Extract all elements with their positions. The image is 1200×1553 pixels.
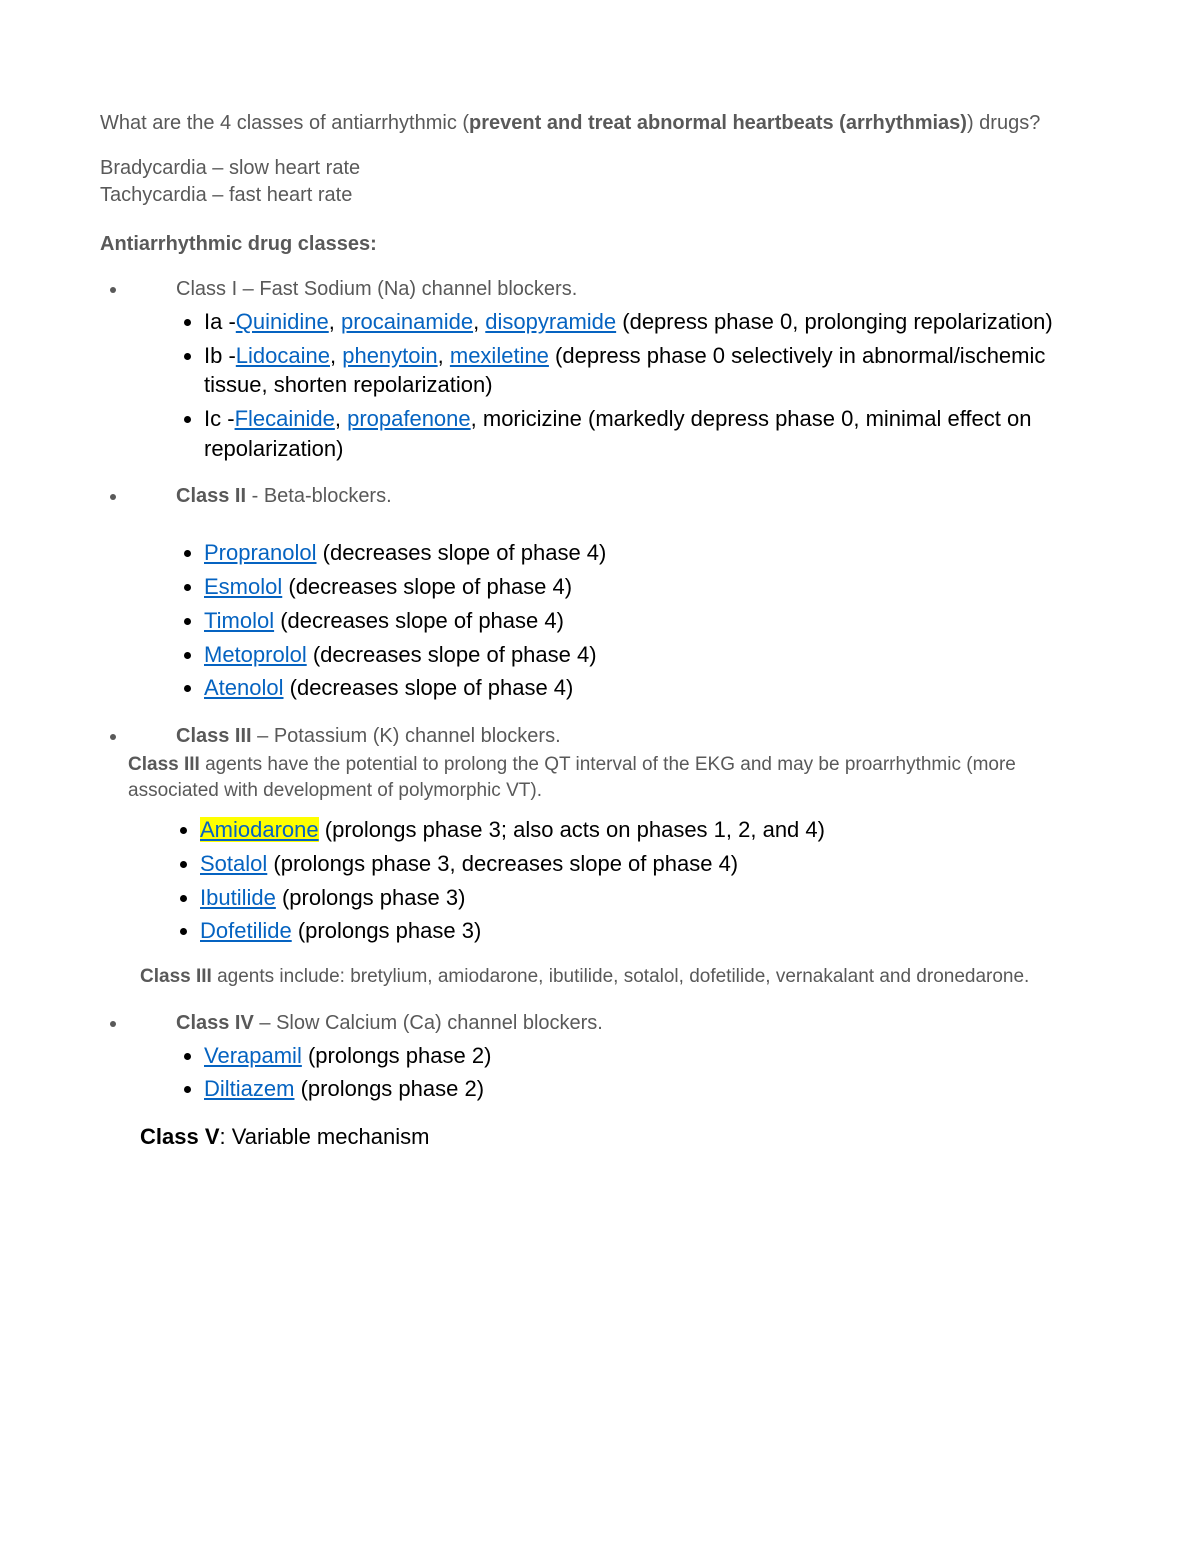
link-diltiazem[interactable]: Diltiazem: [204, 1076, 294, 1101]
class-iv-sublist: Verapamil (prolongs phase 2) Diltiazem (…: [128, 1041, 1100, 1104]
link-quinidine[interactable]: Quinidine: [236, 309, 329, 334]
link-phenytoin[interactable]: phenytoin: [342, 343, 437, 368]
class-v-bold: Class V: [140, 1124, 220, 1149]
class-iii-label: Class III – Potassium (K) channel blocke…: [128, 725, 561, 747]
definitions: Bradycardia – slow heart rate Tachycardi…: [100, 155, 1100, 209]
class-v-rest: : Variable mechanism: [220, 1124, 430, 1149]
ib-desc: (depress phase 0 selectively in abnormal…: [204, 343, 1045, 398]
class-iii-rest: – Potassium (K) channel blockers.: [252, 725, 561, 747]
item-diltiazem: Diltiazem (prolongs phase 2): [204, 1074, 1100, 1104]
section-heading: Antiarrhythmic drug classes:: [100, 231, 1100, 258]
item-sotalol: Sotalol (prolongs phase 3, decreases slo…: [200, 849, 1100, 879]
ic-prefix: Ic -: [204, 406, 235, 431]
ia-desc: (depress phase 0, prolonging repolarizat…: [616, 309, 1053, 334]
question-bold: prevent and treat abnormal heartbeats (a…: [469, 112, 967, 134]
desc-diltiazem: (prolongs phase 2): [294, 1076, 484, 1101]
link-flecainide[interactable]: Flecainide: [235, 406, 335, 431]
link-propranolol[interactable]: Propranolol: [204, 540, 317, 565]
class-ii-bold: Class II: [176, 485, 246, 507]
class-iii-container: Class III – Potassium (K) channel blocke…: [100, 723, 1100, 803]
class-iii-note: Class III agents have the potential to p…: [128, 752, 1100, 803]
link-mexiletine[interactable]: mexiletine: [450, 343, 549, 368]
class-iii-note-bold: Class III: [128, 754, 200, 775]
class-iii-bold: Class III: [176, 725, 252, 747]
class-iv-label: Class IV – Slow Calcium (Ca) channel blo…: [128, 1012, 603, 1034]
item-esmolol: Esmolol (decreases slope of phase 4): [204, 572, 1100, 602]
desc-atenolol: (decreases slope of phase 4): [284, 675, 574, 700]
question-paragraph: What are the 4 classes of antiarrhythmic…: [100, 110, 1100, 137]
class-ii-label: Class II - Beta-blockers.: [128, 485, 392, 507]
link-propafenone[interactable]: propafenone: [347, 406, 471, 431]
item-propranolol: Propranolol (decreases slope of phase 4): [204, 538, 1100, 568]
item-timolol: Timolol (decreases slope of phase 4): [204, 606, 1100, 636]
class-i-container: Class I – Fast Sodium (Na) channel block…: [100, 276, 1100, 463]
class-ii-container: Class II - Beta-blockers.: [100, 483, 1100, 510]
class-ii-rest: - Beta-blockers.: [246, 485, 392, 507]
class-iii-sublist: Amiodarone (prolongs phase 3; also acts …: [100, 815, 1100, 946]
class-v: Class V: Variable mechanism: [140, 1122, 1100, 1152]
item-metoprolol: Metoprolol (decreases slope of phase 4): [204, 640, 1100, 670]
link-metoprolol[interactable]: Metoprolol: [204, 642, 307, 667]
item-verapamil: Verapamil (prolongs phase 2): [204, 1041, 1100, 1071]
class-iii-footnote: Class III agents include: bretylium, ami…: [140, 964, 1100, 990]
ia-prefix: Ia -: [204, 309, 236, 334]
class-ia-item: Ia -Quinidine, procainamide, disopyramid…: [204, 307, 1100, 337]
class-iii-footnote-rest: agents include: bretylium, amiodarone, i…: [212, 966, 1030, 987]
item-ibutilide: Ibutilide (prolongs phase 3): [200, 883, 1100, 913]
desc-dofetilide: (prolongs phase 3): [292, 918, 482, 943]
item-amiodarone: Amiodarone (prolongs phase 3; also acts …: [200, 815, 1100, 845]
class-ib-item: Ib -Lidocaine, phenytoin, mexiletine (de…: [204, 341, 1100, 400]
def-brady: Bradycardia – slow heart rate: [100, 157, 360, 179]
class-iv-bold: Class IV: [176, 1012, 254, 1034]
link-sotalol[interactable]: Sotalol: [200, 851, 267, 876]
link-atenolol[interactable]: Atenolol: [204, 675, 284, 700]
class-i-sublist: Ia -Quinidine, procainamide, disopyramid…: [128, 307, 1100, 463]
class-iv-container: Class IV – Slow Calcium (Ca) channel blo…: [100, 1010, 1100, 1104]
link-lidocaine[interactable]: Lidocaine: [236, 343, 330, 368]
desc-sotalol: (prolongs phase 3, decreases slope of ph…: [267, 851, 738, 876]
desc-timolol: (decreases slope of phase 4): [274, 608, 564, 633]
desc-amiodarone: (prolongs phase 3; also acts on phases 1…: [319, 817, 825, 842]
class-ic-item: Ic -Flecainide, propafenone, moricizine …: [204, 404, 1100, 463]
link-ibutilide[interactable]: Ibutilide: [200, 885, 276, 910]
desc-esmolol: (decreases slope of phase 4): [282, 574, 572, 599]
desc-ibutilide: (prolongs phase 3): [276, 885, 466, 910]
class-iv-rest: – Slow Calcium (Ca) channel blockers.: [254, 1012, 603, 1034]
def-tachy: Tachycardia – fast heart rate: [100, 184, 352, 206]
class-ii-sublist: Propranolol (decreases slope of phase 4)…: [128, 538, 1100, 702]
link-procainamide[interactable]: procainamide: [341, 309, 473, 334]
desc-propranolol: (decreases slope of phase 4): [317, 540, 607, 565]
item-atenolol: Atenolol (decreases slope of phase 4): [204, 673, 1100, 703]
class-i-label: Class I – Fast Sodium (Na) channel block…: [128, 278, 577, 300]
ib-prefix: Ib -: [204, 343, 236, 368]
desc-verapamil: (prolongs phase 2): [302, 1043, 492, 1068]
desc-metoprolol: (decreases slope of phase 4): [307, 642, 597, 667]
link-timolol[interactable]: Timolol: [204, 608, 274, 633]
class-iii-footnote-bold: Class III: [140, 966, 212, 987]
item-dofetilide: Dofetilide (prolongs phase 3): [200, 916, 1100, 946]
class-iii-note-rest: agents have the potential to prolong the…: [128, 754, 1016, 801]
link-dofetilide[interactable]: Dofetilide: [200, 918, 292, 943]
link-esmolol[interactable]: Esmolol: [204, 574, 282, 599]
link-verapamil[interactable]: Verapamil: [204, 1043, 302, 1068]
question-prefix: What are the 4 classes of antiarrhythmic…: [100, 112, 469, 134]
link-amiodarone[interactable]: Amiodarone: [200, 817, 319, 842]
link-disopyramide[interactable]: disopyramide: [485, 309, 616, 334]
question-suffix: ) drugs?: [967, 112, 1040, 134]
